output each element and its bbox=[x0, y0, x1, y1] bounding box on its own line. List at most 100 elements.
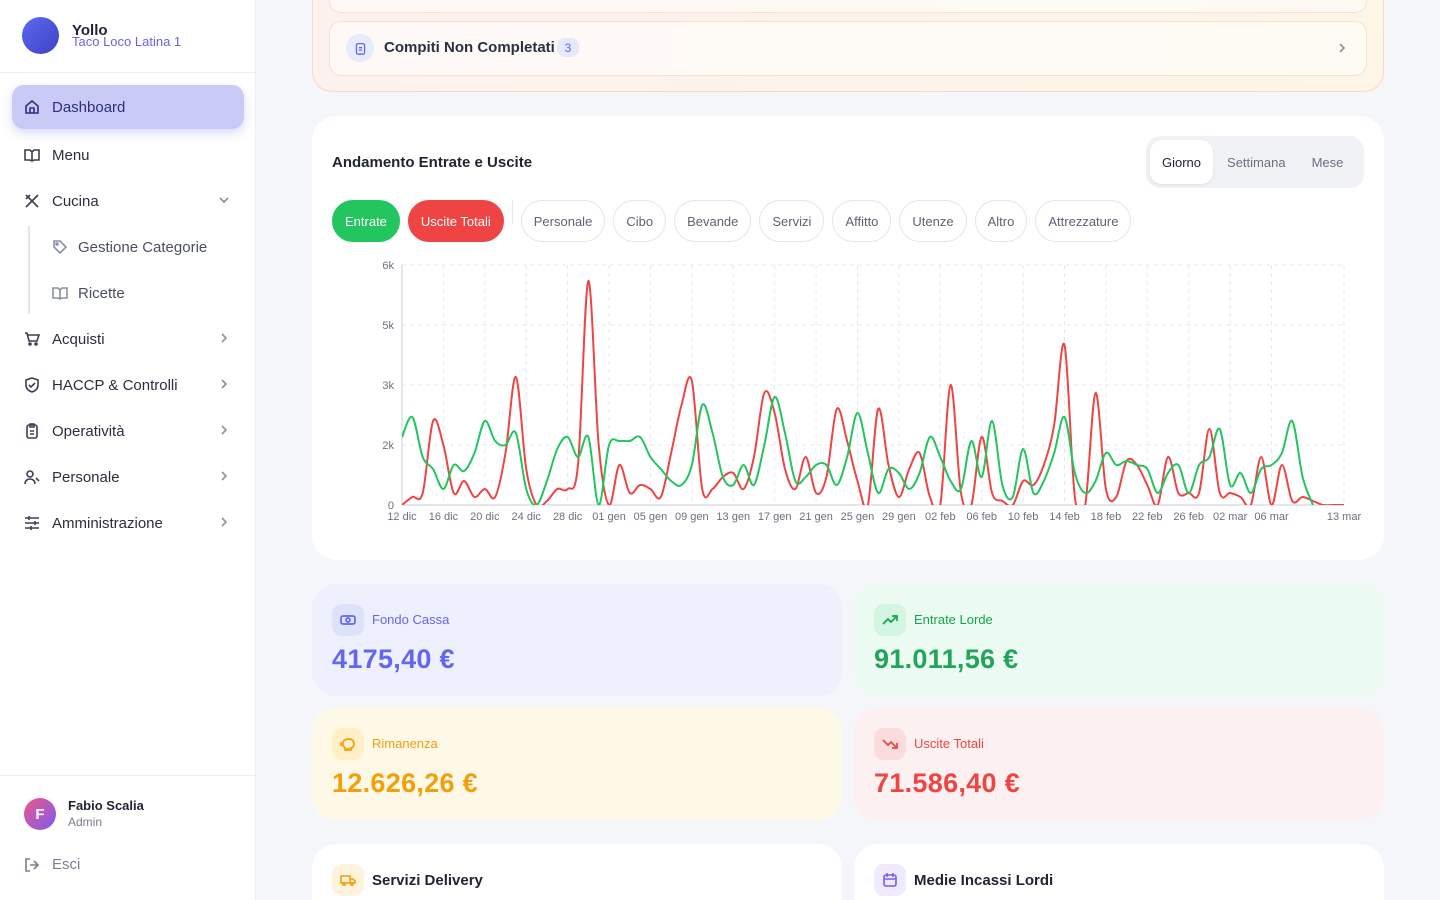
nav-item[interactable]: Menu bbox=[12, 133, 244, 177]
nav-item[interactable]: Amministrazione bbox=[12, 501, 244, 545]
stat-card: Entrate Lorde 91.011,56 € bbox=[854, 584, 1384, 696]
stat-label: Entrate Lorde bbox=[914, 612, 993, 627]
x-tick-label: 14 feb bbox=[1049, 511, 1080, 523]
chart-title: Andamento Entrate e Uscite bbox=[332, 154, 533, 171]
x-tick-label: 24 dic bbox=[512, 511, 542, 523]
chip-separator bbox=[511, 200, 513, 224]
x-tick-label: 05 gen bbox=[634, 511, 668, 523]
nav-item[interactable]: Operatività bbox=[12, 409, 244, 453]
subnav-item[interactable]: Ricette bbox=[40, 273, 240, 313]
stat-value: 91.011,56 € bbox=[874, 644, 1019, 674]
x-tick-label: 17 gen bbox=[758, 511, 792, 523]
panel-title: Medie Incassi Lordi bbox=[914, 872, 1054, 889]
x-tick-label: 22 feb bbox=[1132, 511, 1163, 523]
subnav-label: Ricette bbox=[78, 284, 125, 302]
period-tabs: Giorno Settimana Mese bbox=[1146, 136, 1364, 188]
stat-card: Uscite Totali 71.586,40 € bbox=[854, 708, 1384, 820]
subnav-label: Gestione Categorie bbox=[78, 238, 208, 256]
line-chart: 0 2k 3k 5k 6k 12 dic 16 dic 20 dic 24 dic 28 dic 0… bbox=[382, 260, 1362, 523]
stat-label: Fondo Cassa bbox=[372, 612, 450, 627]
location-name[interactable]: Taco Loco Latina 1 bbox=[72, 34, 182, 49]
period-tab[interactable]: Mese bbox=[1311, 154, 1344, 170]
stat-icon bbox=[332, 604, 364, 636]
user-name: Fabio Scalia bbox=[68, 798, 144, 813]
filter-chip[interactable]: Attrezzature bbox=[1035, 200, 1132, 242]
stat-value: 4175,40 € bbox=[332, 644, 455, 674]
y-tick-label: 5k bbox=[382, 320, 394, 332]
task-icon bbox=[346, 34, 374, 62]
nav-item[interactable]: HACCP & Controlli bbox=[12, 363, 244, 407]
panel-title: Servizi Delivery bbox=[372, 872, 483, 889]
x-tick-label: 18 feb bbox=[1091, 511, 1122, 523]
filter-chip[interactable]: Altro bbox=[974, 200, 1028, 242]
filter-chip[interactable]: Affitto bbox=[832, 200, 892, 242]
x-tick-label: 06 feb bbox=[966, 511, 997, 523]
nav-label: Amministrazione bbox=[52, 514, 163, 532]
logout-button[interactable]: Esci bbox=[24, 856, 80, 873]
filter-chip[interactable]: Utenze bbox=[899, 200, 967, 242]
x-tick-label: 02 mar bbox=[1213, 511, 1248, 523]
stat-icon bbox=[332, 728, 364, 760]
nav-item[interactable]: Cucina bbox=[12, 179, 244, 223]
filter-chip[interactable]: Personale bbox=[520, 200, 606, 242]
x-tick-label: 21 gen bbox=[799, 511, 833, 523]
x-tick-label: 26 feb bbox=[1173, 511, 1204, 523]
nav-label: Cucina bbox=[52, 192, 99, 210]
logo[interactable] bbox=[22, 17, 59, 54]
period-tab[interactable]: Giorno bbox=[1150, 140, 1214, 184]
stat-icon bbox=[874, 728, 906, 760]
task-label: Compiti Non Completati bbox=[384, 39, 555, 56]
stat-card: Rimanenza 12.626,26 € bbox=[312, 708, 842, 820]
series-chip[interactable]: Uscite Totali bbox=[407, 200, 504, 242]
chevron bbox=[1339, 43, 1346, 53]
user-role: Admin bbox=[68, 815, 103, 829]
task-row[interactable]: Compiti Non Completati 3 bbox=[329, 21, 1367, 76]
panel-card: Medie Incassi Lordi bbox=[854, 844, 1384, 900]
y-tick-label: 6k bbox=[382, 260, 394, 272]
x-tick-label: 01 gen bbox=[592, 511, 626, 523]
filter-chips: Entrate Uscite Totali Personale Cibo Bevan… bbox=[332, 200, 1132, 242]
panel-card: Servizi Delivery bbox=[312, 844, 842, 900]
nav-item[interactable]: Acquisti bbox=[12, 317, 244, 361]
nav-label: Operatività bbox=[52, 422, 125, 440]
x-tick-label: 13 gen bbox=[716, 511, 750, 523]
filter-chip[interactable]: Cibo bbox=[613, 200, 667, 242]
user-avatar[interactable]: F bbox=[24, 798, 56, 830]
subnav-item[interactable]: Gestione Categorie bbox=[40, 227, 240, 267]
nav-item[interactable]: Dashboard bbox=[12, 85, 244, 129]
stat-value: 71.586,40 € bbox=[874, 768, 1020, 798]
x-tick-label: 09 gen bbox=[675, 511, 709, 523]
period-tab[interactable]: Settimana bbox=[1227, 154, 1286, 170]
tasks-card: Compiti Non Completati 3 bbox=[312, 0, 1384, 92]
task-count-badge: 3 bbox=[557, 38, 579, 57]
x-tick-label: 13 mar bbox=[1327, 511, 1362, 523]
series-line bbox=[402, 395, 1314, 505]
divider bbox=[0, 775, 255, 776]
chart-card: Andamento Entrate e Uscite Giorno Settim… bbox=[312, 116, 1384, 560]
stat-icon bbox=[874, 604, 906, 636]
series-chip[interactable]: Entrate bbox=[332, 200, 400, 242]
filter-chip[interactable]: Bevande bbox=[674, 200, 752, 242]
x-tick-label: 12 dic bbox=[387, 511, 417, 523]
y-tick-label: 2k bbox=[382, 440, 394, 452]
x-tick-label: 02 feb bbox=[925, 511, 956, 523]
stat-card: Fondo Cassa 4175,40 € bbox=[312, 584, 842, 696]
y-tick-label: 3k bbox=[382, 380, 394, 392]
x-tick-label: 29 gen bbox=[882, 511, 916, 523]
filter-chip[interactable]: Servizi bbox=[759, 200, 825, 242]
x-tick-label: 16 dic bbox=[429, 511, 459, 523]
task-row[interactable] bbox=[329, 0, 1367, 13]
submenu-line bbox=[28, 226, 30, 314]
nav-label: Menu bbox=[52, 146, 90, 164]
sidebar: Yollo Taco Loco Latina 1 Dashboard Menu … bbox=[0, 0, 256, 900]
x-tick-label: 28 dic bbox=[553, 511, 583, 523]
y-tick-label: 0 bbox=[388, 500, 394, 512]
nav-label: Acquisti bbox=[52, 330, 105, 348]
stat-label: Uscite Totali bbox=[914, 736, 984, 751]
stat-label: Rimanenza bbox=[372, 736, 438, 751]
nav-item[interactable]: Personale bbox=[12, 455, 244, 499]
series-line bbox=[402, 279, 1344, 505]
x-tick-label: 06 mar bbox=[1254, 511, 1289, 523]
